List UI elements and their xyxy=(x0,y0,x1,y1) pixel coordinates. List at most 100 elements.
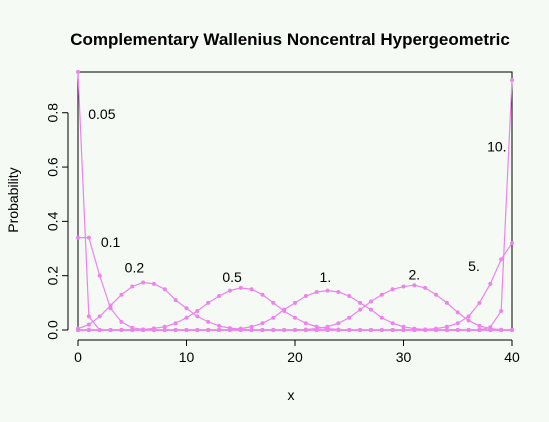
x-tick-label: 30 xyxy=(396,349,412,365)
data-point xyxy=(184,315,189,320)
data-point xyxy=(260,328,265,332)
data-point xyxy=(390,328,395,332)
data-point xyxy=(162,287,167,292)
data-point xyxy=(412,283,417,288)
data-point xyxy=(379,328,384,332)
series-annotation: 1. xyxy=(320,269,332,285)
data-point xyxy=(173,321,178,326)
data-point xyxy=(76,328,80,332)
data-point xyxy=(119,319,124,324)
data-point xyxy=(401,324,406,329)
series-annotation: 2. xyxy=(409,266,421,282)
data-point xyxy=(108,328,113,332)
x-tick-label: 40 xyxy=(504,349,520,365)
data-point xyxy=(347,328,352,332)
data-point xyxy=(434,292,439,297)
axes-layer: 0 10 20 30 40 0.0 0.2 0.4 0.6 0.8 xyxy=(45,71,520,365)
data-point xyxy=(336,289,341,294)
data-point xyxy=(325,328,330,332)
data-point xyxy=(477,328,482,332)
data-point xyxy=(314,328,319,332)
series-10 xyxy=(76,78,514,332)
data-point xyxy=(130,284,135,289)
data-point xyxy=(358,300,363,305)
data-point xyxy=(184,328,189,332)
data-point xyxy=(412,328,417,332)
data-point xyxy=(499,308,504,313)
data-point xyxy=(217,294,222,299)
data-point xyxy=(249,287,254,292)
data-point xyxy=(325,288,330,293)
series-annotation: 0.1 xyxy=(101,234,121,250)
data-point xyxy=(141,280,146,285)
x-axis-label: x xyxy=(288,387,295,403)
data-point xyxy=(368,299,373,304)
x-tick-label: 0 xyxy=(74,349,82,365)
data-point xyxy=(336,328,341,332)
annotations-layer: 0.05 0.10.2 0.5 1. 2. 5. 10. xyxy=(88,106,506,285)
data-point xyxy=(358,307,363,312)
data-point xyxy=(477,300,482,305)
data-point xyxy=(217,328,222,332)
x-tick-label: 20 xyxy=(287,349,303,365)
data-point xyxy=(195,314,200,319)
data-point xyxy=(227,288,232,293)
data-point xyxy=(119,292,124,297)
data-point xyxy=(444,328,449,332)
data-point xyxy=(423,328,428,332)
data-point xyxy=(510,78,514,83)
data-point xyxy=(249,328,254,332)
data-point xyxy=(238,285,243,290)
y-tick-label: 0.2 xyxy=(45,266,61,286)
data-point xyxy=(238,328,243,332)
data-point xyxy=(76,70,80,74)
data-point xyxy=(97,314,102,319)
data-point xyxy=(303,294,308,299)
y-axis-label: Probability xyxy=(5,167,21,232)
data-point xyxy=(217,323,222,328)
data-point xyxy=(434,328,439,332)
series-annotation: 5. xyxy=(468,258,480,274)
series-line xyxy=(78,290,512,331)
data-point xyxy=(151,281,156,286)
data-point xyxy=(466,314,471,319)
data-point xyxy=(271,315,276,320)
data-point xyxy=(488,281,493,286)
y-tick-label: 0.0 xyxy=(45,320,61,340)
data-point xyxy=(347,294,352,299)
y-tick-label: 0.6 xyxy=(45,157,61,177)
data-point xyxy=(379,315,384,320)
data-point xyxy=(401,284,406,289)
data-point xyxy=(162,324,167,329)
data-point xyxy=(195,308,200,313)
series-annotation: 0.05 xyxy=(88,106,115,122)
data-point xyxy=(477,323,482,328)
data-point xyxy=(97,273,102,278)
series-line xyxy=(78,80,513,331)
data-point xyxy=(390,287,395,292)
series-line xyxy=(78,287,512,331)
data-point xyxy=(130,328,135,332)
data-point xyxy=(86,314,91,319)
data-point xyxy=(249,324,254,329)
data-point xyxy=(227,328,232,332)
data-point xyxy=(358,328,363,332)
data-point xyxy=(271,328,276,332)
data-point xyxy=(151,328,156,332)
data-point xyxy=(325,324,330,329)
series-annotation: 10. xyxy=(487,139,506,155)
data-point xyxy=(510,241,514,246)
data-point xyxy=(206,300,211,305)
data-point xyxy=(444,300,449,305)
data-point xyxy=(488,325,493,330)
data-point xyxy=(293,328,297,332)
data-point xyxy=(444,324,449,329)
data-point xyxy=(119,328,124,332)
series-02 xyxy=(76,280,514,332)
data-point xyxy=(455,321,460,326)
series-line xyxy=(77,71,512,331)
data-point xyxy=(466,318,471,323)
plot-frame xyxy=(77,71,513,331)
data-point xyxy=(108,303,113,308)
